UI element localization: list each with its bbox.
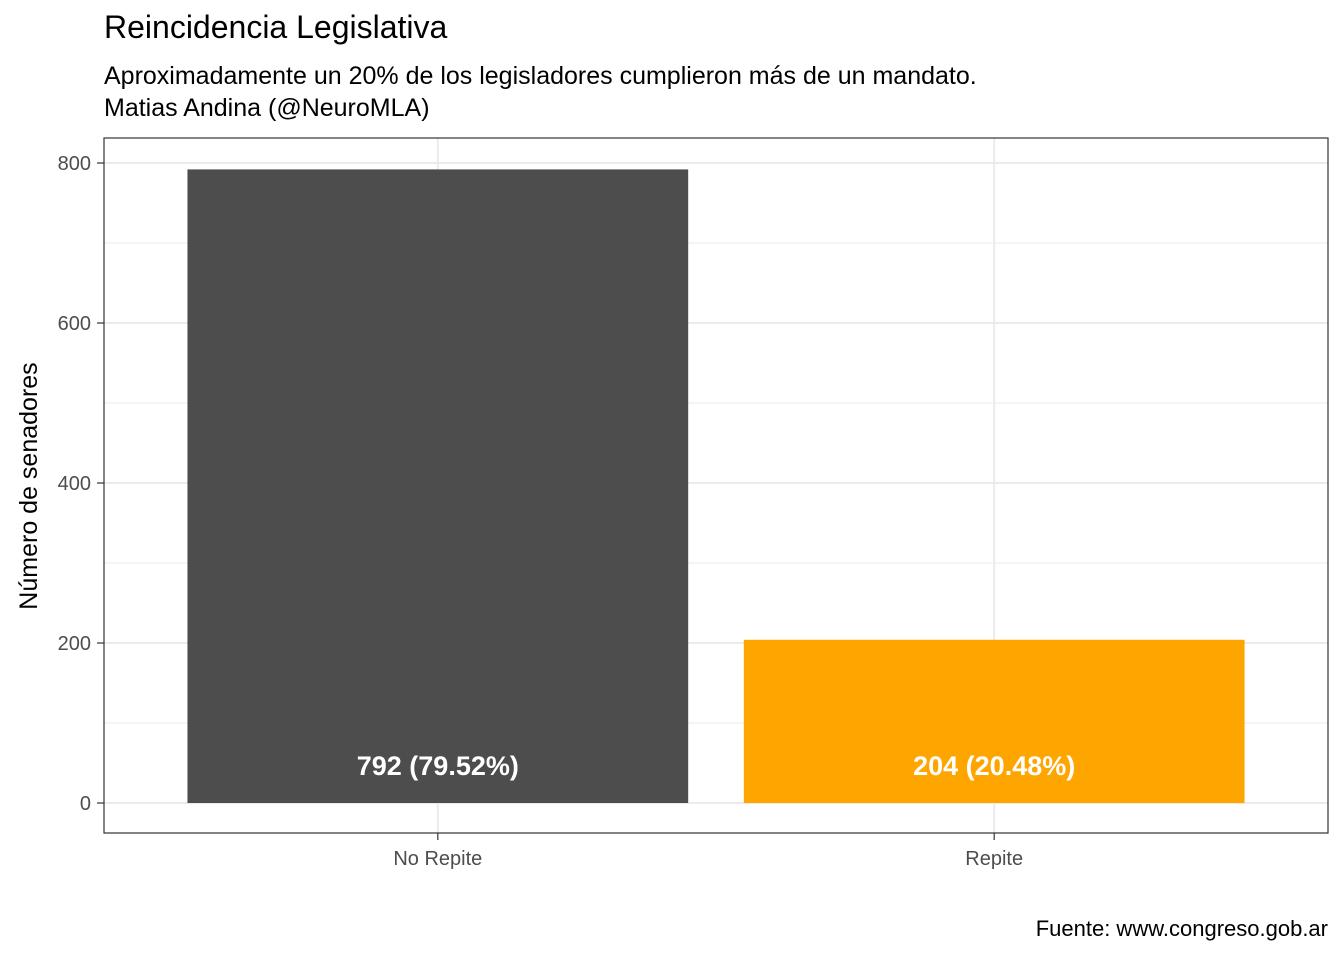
y-axis: 0 200 400 600 800 xyxy=(58,153,104,815)
subtitle-line-1: Aproximadamente un 20% de los legislador… xyxy=(104,62,977,90)
bars xyxy=(187,169,1245,803)
y-tick-label: 800 xyxy=(58,153,91,175)
chart-caption: Fuente: www.congreso.gob.ar xyxy=(1035,916,1328,941)
chart-title: Reincidencia Legislativa xyxy=(104,9,448,45)
y-tick-label: 600 xyxy=(58,313,91,335)
y-tick-label: 400 xyxy=(58,473,91,495)
bar-repite xyxy=(743,639,1245,803)
x-tick-label: Repite xyxy=(965,848,1023,870)
x-tick-label: No Repite xyxy=(393,848,482,870)
bar-no-repite xyxy=(187,169,689,803)
y-tick-label: 200 xyxy=(58,633,91,655)
panel-border xyxy=(103,137,1329,834)
bar-labels: 792 (79.52%) 204 (20.48%) xyxy=(357,751,1075,781)
x-axis: No Repite Repite xyxy=(393,833,1023,870)
bar-value-label: 792 (79.52%) xyxy=(357,751,519,781)
y-tick-label: 0 xyxy=(80,793,91,815)
bar-value-label: 204 (20.48%) xyxy=(913,751,1075,781)
y-axis-label: Número de senadores xyxy=(15,362,43,609)
chart-subtitle: Aproximadamente un 20% de los legislador… xyxy=(104,60,977,124)
subtitle-line-2: Matias Andina (@NeuroMLA) xyxy=(104,94,430,122)
